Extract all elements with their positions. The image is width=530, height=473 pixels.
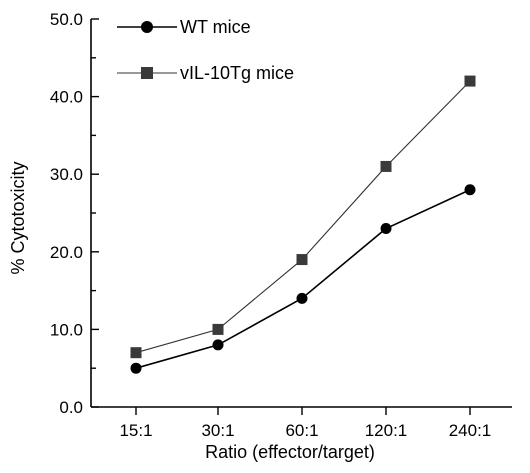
series-1 [130, 184, 476, 374]
y-tick-label: 10.0 [50, 320, 83, 339]
x-axis-title: Ratio (effector/target) [205, 442, 375, 462]
x-tick-label: 30:1 [201, 421, 234, 440]
data-point-circle [380, 223, 392, 235]
series-layer [130, 75, 476, 374]
y-axis-title: % Cytotoxicity [8, 161, 28, 274]
legend-label: WT mice [180, 17, 251, 37]
data-point-square [130, 347, 142, 359]
y-tick-label: 30.0 [50, 165, 83, 184]
series-2 [130, 75, 476, 359]
x-tick-label: 240:1 [449, 421, 492, 440]
data-point-circle [464, 184, 476, 196]
data-point-square [296, 254, 308, 266]
data-point-circle [212, 339, 224, 351]
legend-marker-circle [141, 21, 153, 33]
data-point-circle [296, 292, 308, 304]
legend-label: vIL-10Tg mice [180, 63, 294, 83]
y-tick-label: 40.0 [50, 88, 83, 107]
data-point-square [464, 75, 476, 87]
series-line [135, 188, 471, 369]
legend: WT mice vIL-10Tg mice [117, 17, 294, 83]
data-point-circle [130, 362, 142, 374]
data-point-square [380, 160, 392, 172]
axes: 0.0 10.0 20.0 30.0 40.0 50.0 15:1 30:1 60:1 120:1… [50, 10, 512, 440]
x-tick-label: 60:1 [285, 421, 318, 440]
y-tick-label: 0.0 [59, 398, 83, 417]
data-point-square [212, 323, 224, 335]
x-tick-label: 15:1 [119, 421, 152, 440]
series-line [135, 80, 471, 354]
legend-marker-square [141, 67, 153, 79]
y-tick-label: 20.0 [50, 243, 83, 262]
y-tick-label: 50.0 [50, 10, 83, 29]
x-tick-label: 120:1 [365, 421, 408, 440]
